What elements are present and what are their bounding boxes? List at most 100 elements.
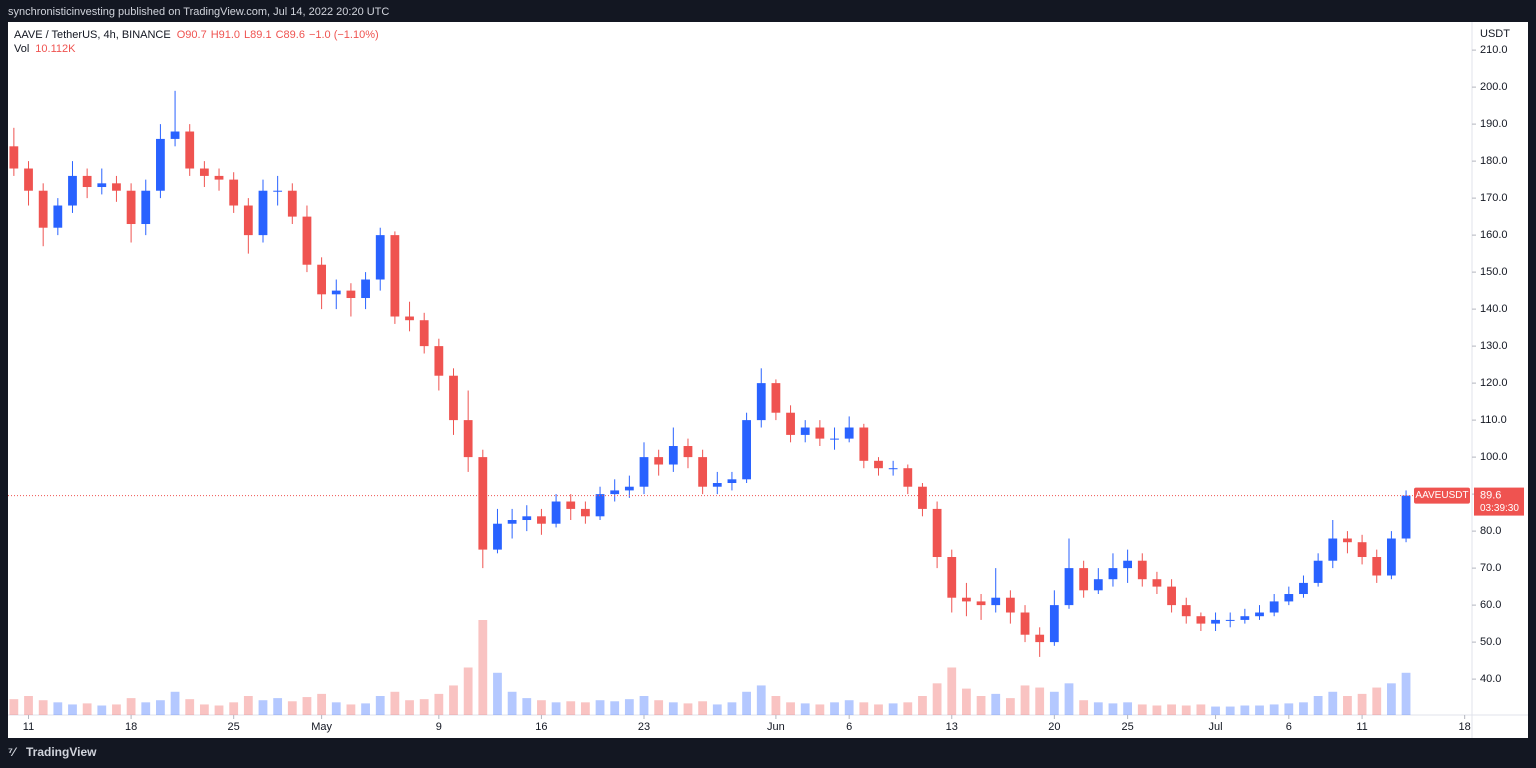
candle-body [962,597,971,602]
volume-bar [1196,704,1206,715]
candle-body [1372,557,1382,576]
x-tick-label: 25 [228,721,240,733]
volume-bar [756,685,766,715]
x-tick-label: 11 [1356,721,1367,733]
candle-body [874,460,883,469]
candle-body [1137,560,1147,580]
volume-bar [449,685,458,715]
volume-bar [1108,703,1118,715]
volume-bar [507,691,517,715]
x-tick-label: 6 [1286,721,1292,733]
candle-body [1196,616,1206,624]
volume-bar [405,700,414,715]
volume-bar [874,704,883,715]
candle-body [287,190,297,217]
candle-body [346,290,356,299]
volume-bar [1328,691,1338,715]
volume-bar [331,702,341,715]
candle-body [1387,538,1396,576]
volume-bar [991,693,1001,715]
volume-bar [947,667,957,715]
volume-bar [918,696,927,715]
volume-bar [346,704,356,715]
candle-body [243,205,253,236]
candle-body [698,457,708,487]
candle-body [1299,582,1308,595]
candle-body [1284,594,1294,602]
symbol: AAVE / TetherUS, 4h, BINANCE [14,29,171,41]
x-tick-label: 25 [1121,721,1133,733]
candle-body [185,131,195,169]
candle-body [273,190,283,192]
candle-body [1240,616,1250,620]
y-tick-label: 160.0 [1480,229,1508,241]
volume-bar [478,620,488,715]
candle-body [537,516,546,524]
candle-body [815,427,825,439]
volume-bar [1299,702,1308,715]
candle-body [551,501,561,524]
volume-bar [800,703,810,715]
volume-bar [771,696,781,715]
volume-bar [962,688,971,715]
volume-bar [654,700,664,715]
candle-body [1035,634,1045,643]
volume-bar [141,702,151,715]
volume-bar [815,704,825,715]
volume-bar [185,699,195,715]
legend: AAVE / TetherUS, 4h, BINANCE O90.7 H91.0 L8… [14,29,379,41]
candle-body [1343,538,1352,543]
candle-body [112,183,121,191]
candle-body [522,516,532,521]
chart-area [8,22,1528,738]
ohlc-open: O90.7 [177,29,207,41]
ohlc-high: H91.0 [211,29,240,41]
volume-bar [1064,683,1074,715]
candle-body [141,190,151,225]
volume-bar [1357,693,1367,715]
candle-body [449,375,458,421]
candle-body [317,264,327,295]
volume-bar [844,700,854,715]
volume-bar [1137,704,1147,715]
candle-body [478,457,488,550]
volume-bar [551,702,561,715]
volume-bar [903,702,913,715]
volume-bar [624,699,634,715]
volume-bar [24,696,33,715]
symbol-tag-label: AAVEUSDT [1415,490,1468,501]
volume-bar [888,703,898,715]
volume-bar [595,700,605,715]
logo-mark: ⁷⁄ [8,745,18,759]
candle-body [434,346,444,376]
candle-body [361,279,370,299]
ohlc-low: L89.1 [244,29,272,41]
y-tick-label: 190.0 [1480,118,1508,130]
volume-bar [1372,687,1382,715]
volume-bar [976,696,986,715]
volume-bar [287,701,297,715]
candle-body [1269,601,1279,613]
x-tick-label: 16 [535,721,547,733]
candle-body [507,520,517,524]
volume-bar [1211,706,1220,715]
candle-body [742,420,751,480]
volume-bar [126,698,136,715]
candle-body [947,557,957,598]
volume-bar [53,702,63,715]
y-tick-label: 200.0 [1480,81,1508,93]
volume-bar [727,702,737,715]
y-tick-label: 110.0 [1480,414,1507,426]
volume-bar [830,702,839,715]
volume-bar [302,697,312,715]
volume-bar [932,683,942,715]
x-tick-label: 9 [436,721,442,733]
candle-body [610,490,620,495]
volume-bar [390,691,400,715]
volume-bar [243,696,253,715]
candle-body [566,501,576,509]
candle-body [668,446,678,465]
volume-bar [317,693,327,715]
volume-bar [1020,685,1030,715]
x-tick-label: May [311,721,332,733]
